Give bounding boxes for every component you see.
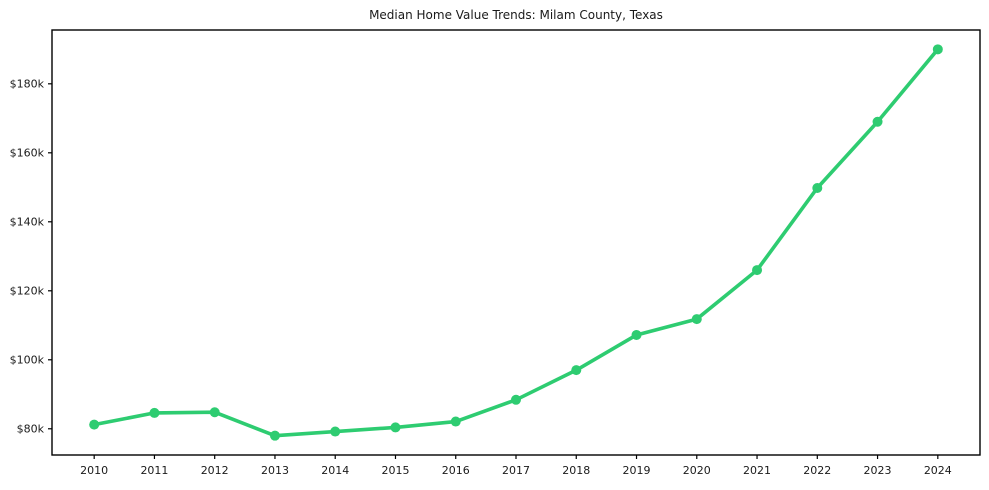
x-tick-label: 2017 — [502, 464, 530, 477]
x-tick-label: 2024 — [924, 464, 952, 477]
data-point-2023 — [872, 116, 883, 127]
y-tick-label: $180k — [10, 77, 45, 90]
y-tick-label: $120k — [10, 284, 45, 297]
data-point-2022 — [812, 182, 823, 193]
plot-border — [51, 29, 981, 456]
x-tick-label: 2010 — [80, 464, 108, 477]
data-point-2018 — [571, 365, 582, 376]
trend-line — [92, 47, 940, 438]
x-tick-label: 2015 — [381, 464, 409, 477]
x-tick-label: 2014 — [321, 464, 349, 477]
data-point-2014 — [330, 426, 341, 437]
y-tick-label: $100k — [10, 353, 45, 366]
data-point-2013 — [269, 430, 280, 441]
data-point-2010 — [89, 419, 100, 430]
data-point-2011 — [149, 407, 160, 418]
data-point-2015 — [390, 422, 401, 433]
x-tick-label: 2018 — [562, 464, 590, 477]
data-point-2020 — [691, 314, 702, 325]
x-tick-label: 2022 — [803, 464, 831, 477]
x-tick-label: 2020 — [683, 464, 711, 477]
data-point-2016 — [450, 416, 461, 427]
x-tick-label: 2012 — [201, 464, 229, 477]
y-tick-label: $140k — [10, 215, 45, 228]
y-tick-label: $80k — [17, 422, 45, 435]
data-point-2012 — [209, 407, 220, 418]
data-point-2024 — [932, 44, 943, 55]
chart-title: Median Home Value Trends: Milam County, … — [369, 8, 663, 22]
data-point-2021 — [752, 265, 763, 276]
y-tick-label: $160k — [10, 146, 45, 159]
data-point-2019 — [631, 329, 642, 340]
x-tick-label: 2021 — [743, 464, 771, 477]
data-point-2017 — [511, 394, 521, 405]
x-tick-label: 2019 — [623, 464, 651, 477]
x-tick-label: 2011 — [140, 464, 168, 477]
x-tick-label: 2016 — [442, 464, 470, 477]
x-tick-label: 2013 — [261, 464, 289, 477]
x-tick-label: 2023 — [864, 464, 892, 477]
